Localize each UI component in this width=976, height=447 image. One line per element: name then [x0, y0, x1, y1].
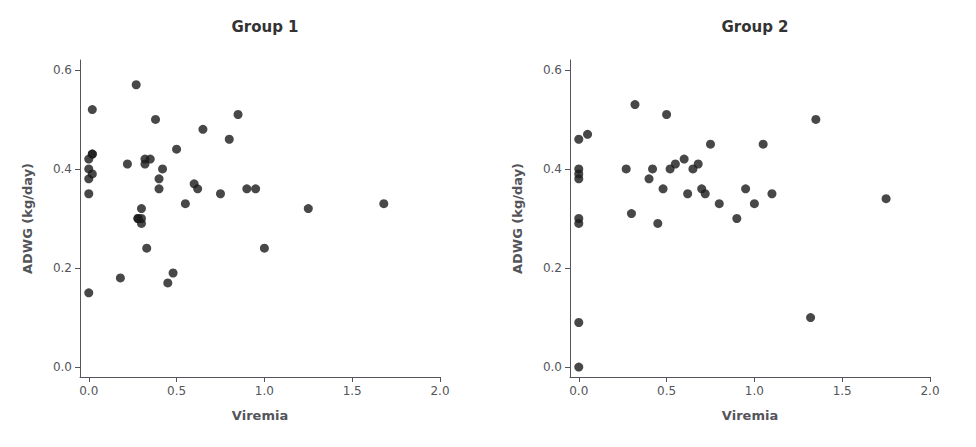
svg-text:0.4: 0.4 [53, 162, 72, 176]
svg-text:0.6: 0.6 [543, 63, 562, 77]
svg-text:0.0: 0.0 [53, 360, 72, 374]
svg-text:0.4: 0.4 [543, 162, 562, 176]
svg-text:Group 1: Group 1 [231, 18, 298, 36]
svg-text:0.5: 0.5 [167, 384, 186, 398]
svg-text:0.6: 0.6 [53, 63, 72, 77]
svg-text:2.0: 2.0 [430, 384, 449, 398]
svg-text:ADWG (kg/day): ADWG (kg/day) [510, 163, 525, 274]
svg-text:Viremia: Viremia [722, 408, 778, 423]
svg-text:ADWG (kg/day): ADWG (kg/day) [20, 163, 35, 274]
svg-text:1.5: 1.5 [343, 384, 362, 398]
svg-text:0.2: 0.2 [543, 261, 562, 275]
svg-text:1.0: 1.0 [255, 384, 274, 398]
svg-text:0.2: 0.2 [53, 261, 72, 275]
svg-text:1.0: 1.0 [745, 384, 764, 398]
svg-text:Viremia: Viremia [232, 408, 288, 423]
svg-text:Group 2: Group 2 [721, 18, 788, 36]
svg-text:0.0: 0.0 [79, 384, 98, 398]
svg-text:0.5: 0.5 [657, 384, 676, 398]
svg-text:1.5: 1.5 [833, 384, 852, 398]
svg-text:0.0: 0.0 [569, 384, 588, 398]
svg-text:0.0: 0.0 [543, 360, 562, 374]
svg-text:2.0: 2.0 [920, 384, 939, 398]
